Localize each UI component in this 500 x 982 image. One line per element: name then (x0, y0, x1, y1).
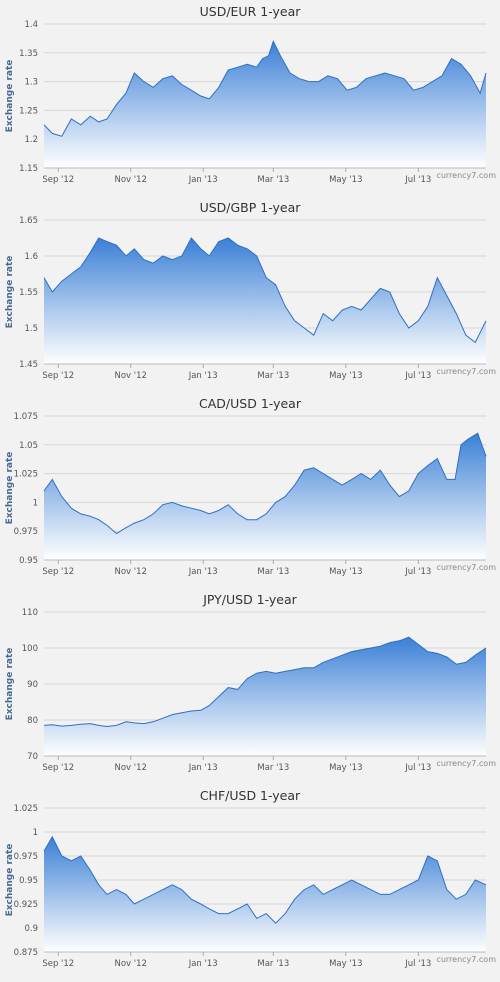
x-tick-label: May '13 (329, 175, 362, 185)
x-tick-label: Sep '12 (42, 959, 74, 969)
x-tick-label: Nov '12 (115, 959, 147, 969)
series-area (44, 836, 486, 952)
y-tick-label: 0.925 (14, 900, 38, 910)
series-line (43, 432, 487, 535)
chart-chf-usd: CHF/USD 1-year Exchange rate 0.875 0.9 0.925… (5, 788, 496, 969)
y-tick-label: 1.3 (24, 78, 38, 88)
x-tick-label: Jul '13 (404, 959, 431, 969)
x-tick-label: Jul '13 (404, 175, 431, 185)
y-tick-label: 110 (22, 608, 38, 618)
y-tick-label: 1 (33, 498, 38, 508)
y-tick-label: 0.975 (14, 852, 38, 862)
x-tick-label: Nov '12 (115, 763, 147, 773)
x-tick-label: Nov '12 (115, 567, 147, 577)
y-tick-label: 1.15 (19, 164, 38, 174)
x-tick-label: Nov '12 (115, 175, 147, 185)
y-tick-label: 1.2 (24, 135, 38, 145)
y-tick-label: 0.95 (19, 556, 38, 566)
x-tick-label: Mar '13 (257, 371, 289, 381)
y-axis-label: Exchange rate (5, 648, 15, 721)
y-axis-label: Exchange rate (5, 844, 15, 917)
chart-cad-usd: CAD/USD 1-year Exchange rate 0.95 0.975 1 1.0… (5, 396, 496, 577)
y-tick-label: 80 (27, 716, 38, 726)
x-tick-label: Sep '12 (42, 371, 74, 381)
y-tick-label: 1.05 (19, 441, 38, 451)
chart-title: JPY/USD 1-year (202, 592, 297, 607)
x-tick-label: Mar '13 (257, 175, 289, 185)
chart-title: USD/EUR 1-year (200, 4, 302, 19)
x-tick-label: Jan '13 (188, 763, 218, 773)
y-tick-label: 1.025 (14, 470, 38, 480)
x-tick-label: May '13 (329, 763, 362, 773)
chart-title: CAD/USD 1-year (199, 396, 302, 411)
y-tick-label: 1.075 (14, 412, 38, 422)
chart-title: CHF/USD 1-year (200, 788, 301, 803)
series-area (44, 433, 486, 560)
x-tick-label: Sep '12 (42, 175, 74, 185)
y-tick-label: 0.975 (14, 527, 38, 537)
series-line (43, 39, 487, 137)
source-credit[interactable]: currency7.com (436, 171, 496, 180)
x-tick-label: Jul '13 (404, 371, 431, 381)
y-tick-label: 0.9 (24, 924, 38, 934)
y-tick-label: 1.4 (24, 20, 38, 30)
source-credit[interactable]: currency7.com (436, 759, 496, 768)
y-axis-label: Exchange rate (5, 60, 15, 133)
x-tick-label: Mar '13 (257, 763, 289, 773)
y-tick-label: 0.95 (19, 876, 38, 886)
y-tick-label: 1 (33, 828, 38, 838)
x-tick-label: Jul '13 (404, 567, 431, 577)
y-tick-label: 1.025 (14, 804, 38, 814)
series-line (43, 835, 487, 924)
x-tick-label: May '13 (329, 371, 362, 381)
x-tick-label: Jan '13 (188, 175, 218, 185)
y-tick-label: 1.25 (19, 106, 38, 116)
chart-title: USD/GBP 1-year (200, 200, 302, 215)
source-credit[interactable]: currency7.com (436, 367, 496, 376)
y-tick-label: 1.6 (24, 252, 38, 262)
y-tick-label: 70 (27, 752, 38, 762)
series-area (44, 41, 486, 168)
y-tick-label: 1.55 (19, 288, 38, 298)
x-tick-label: Sep '12 (42, 567, 74, 577)
chart-usd-eur: USD/EUR 1-year Exchange rate 1.15 1.2 1.25 1.… (5, 4, 496, 185)
x-tick-label: Sep '12 (42, 763, 74, 773)
x-tick-label: Jul '13 (404, 763, 431, 773)
series-area (44, 637, 486, 756)
series-line (43, 237, 487, 344)
x-tick-label: May '13 (329, 959, 362, 969)
x-tick-label: Mar '13 (257, 959, 289, 969)
y-tick-label: 1.65 (19, 216, 38, 226)
y-axis-label: Exchange rate (5, 452, 15, 525)
chart-usd-gbp: USD/GBP 1-year Exchange rate 1.45 1.5 1.55 1.… (5, 200, 496, 381)
x-tick-label: May '13 (329, 567, 362, 577)
y-axis-label: Exchange rate (5, 256, 15, 329)
x-tick-label: Jan '13 (188, 959, 218, 969)
y-tick-label: 1.5 (24, 324, 38, 334)
y-tick-label: 0.875 (14, 948, 38, 958)
y-tick-label: 90 (27, 680, 38, 690)
x-tick-label: Jan '13 (188, 371, 218, 381)
chart-jpy-usd: JPY/USD 1-year Exchange rate 70 80 90 100 110 S… (5, 592, 496, 773)
y-tick-label: 1.35 (19, 49, 38, 59)
y-tick-label: 1.45 (19, 360, 38, 370)
x-tick-label: Mar '13 (257, 567, 289, 577)
source-credit[interactable]: currency7.com (436, 563, 496, 572)
series-area (44, 238, 486, 364)
source-credit[interactable]: currency7.com (436, 955, 496, 964)
x-tick-label: Nov '12 (115, 371, 147, 381)
x-tick-label: Jan '13 (188, 567, 218, 577)
y-tick-label: 100 (22, 644, 38, 654)
series-line (43, 636, 487, 728)
